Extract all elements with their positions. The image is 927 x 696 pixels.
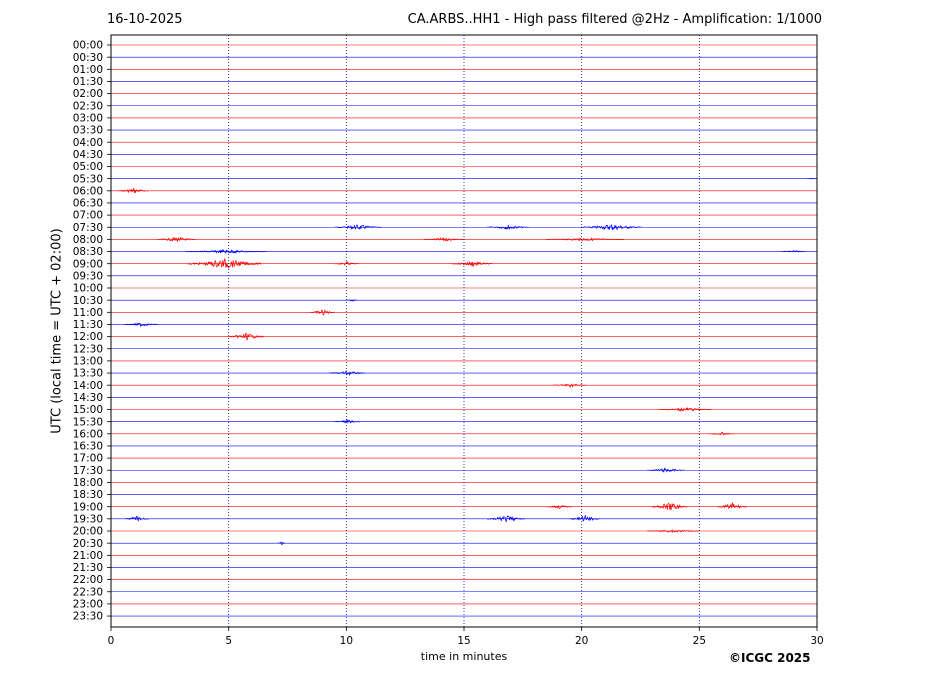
row-label: 06:30 <box>73 198 103 210</box>
date-label: 16-10-2025 <box>107 12 183 27</box>
row-label: 22:00 <box>73 574 103 586</box>
row-label: 15:00 <box>73 404 103 416</box>
row-label: 03:00 <box>73 113 103 125</box>
event-trace-0900 <box>188 258 262 269</box>
row-label: 09:30 <box>73 270 103 282</box>
x-tick-layer: 0 5 10 15 20 25 30 <box>108 627 824 647</box>
event-trace-0530 <box>807 177 817 180</box>
event-trace-0830 <box>185 248 267 254</box>
event-trace-1500 <box>659 407 712 413</box>
row-label-layer: 00:0000:3001:0001:3002:0002:3003:0003:30… <box>73 40 111 623</box>
row-label: 13:30 <box>73 368 103 380</box>
row-label: 06:00 <box>73 185 103 197</box>
event-trace-1330 <box>329 369 365 377</box>
x-tick-label: 0 <box>108 635 115 647</box>
event-trace-1930 <box>569 514 601 522</box>
row-label: 19:00 <box>73 501 103 513</box>
event-trace-1530 <box>334 419 361 424</box>
row-label: 17:30 <box>73 465 103 477</box>
row-label: 11:00 <box>73 307 103 319</box>
row-label: 11:30 <box>73 319 103 331</box>
row-label: 07:30 <box>73 222 103 234</box>
row-label: 20:30 <box>73 538 103 550</box>
row-label: 04:30 <box>73 149 103 161</box>
row-label: 07:00 <box>73 210 103 222</box>
row-label: 12:30 <box>73 343 103 355</box>
row-label: 09:00 <box>73 258 103 270</box>
event-trace-1900 <box>546 505 573 509</box>
event-trace-1930 <box>124 515 149 522</box>
row-label: 01:00 <box>73 64 103 76</box>
row-label: 00:30 <box>73 52 103 64</box>
x-tick-label: 25 <box>693 635 706 647</box>
row-label: 04:00 <box>73 137 103 149</box>
row-label: 17:00 <box>73 453 103 465</box>
row-label: 14:00 <box>73 380 103 392</box>
row-label: 02:30 <box>73 100 103 112</box>
row-label: 02:00 <box>73 88 103 100</box>
row-label: 20:00 <box>73 526 103 538</box>
row-label: 10:30 <box>73 295 103 307</box>
row-label: 08:00 <box>73 234 103 246</box>
row-label: 05:00 <box>73 161 103 173</box>
event-trace-1900 <box>652 502 688 511</box>
row-label: 18:30 <box>73 489 103 501</box>
row-label: 16:00 <box>73 428 103 440</box>
grid-layer <box>228 35 700 627</box>
event-trace-1200 <box>228 332 264 341</box>
row-label: 23:30 <box>73 611 103 623</box>
x-tick-label: 30 <box>810 635 823 647</box>
row-label: 03:30 <box>73 125 103 137</box>
x-tick-label: 20 <box>575 635 588 647</box>
event-trace-1730 <box>647 467 685 473</box>
plot-frame <box>110 34 818 628</box>
event-trace-0900 <box>451 260 492 268</box>
row-label: 08:30 <box>73 246 103 258</box>
event-trace-1900 <box>717 501 747 509</box>
row-label: 15:30 <box>73 416 103 428</box>
event-trace-0730 <box>487 225 530 231</box>
event-trace-1100 <box>310 309 335 316</box>
event-trace-0600 <box>117 187 149 194</box>
row-label: 10:00 <box>73 283 103 295</box>
event-trace-0830 <box>781 250 806 253</box>
row-label: 00:00 <box>73 40 103 52</box>
event-trace-0730 <box>581 223 643 231</box>
event-trace-1400 <box>553 383 586 388</box>
row-label: 23:00 <box>73 599 103 611</box>
event-trace-1930 <box>487 515 525 522</box>
row-label: 21:00 <box>73 550 103 562</box>
row-label: 12:00 <box>73 331 103 343</box>
x-tick-label: 5 <box>225 635 232 647</box>
row-label: 13:00 <box>73 356 103 368</box>
event-trace-0800 <box>157 236 196 243</box>
row-label: 18:00 <box>73 477 103 489</box>
row-label: 19:30 <box>73 513 103 525</box>
event-trace-1030 <box>346 299 358 302</box>
row-label: 21:30 <box>73 562 103 574</box>
row-label: 16:30 <box>73 441 103 453</box>
x-tick-label: 15 <box>457 635 470 647</box>
row-label: 01:30 <box>73 76 103 88</box>
copyright-label: ©ICGC 2025 <box>729 651 811 665</box>
row-label: 05:30 <box>73 173 103 185</box>
chart-title: CA.ARBS..HH1 - High pass filtered @2Hz -… <box>407 12 822 27</box>
event-trace-0800 <box>423 237 464 242</box>
event-trace-2030 <box>277 541 285 545</box>
x-tick-label: 10 <box>340 635 353 647</box>
x-axis-label: time in minutes <box>420 650 508 663</box>
event-trace-1130 <box>124 322 158 328</box>
event-trace-2000 <box>647 529 700 534</box>
event-trace-0800 <box>546 237 624 242</box>
event-trace-0730 <box>334 224 382 231</box>
row-label: 14:30 <box>73 392 103 404</box>
row-label: 22:30 <box>73 586 103 598</box>
event-trace-1600 <box>708 431 735 436</box>
